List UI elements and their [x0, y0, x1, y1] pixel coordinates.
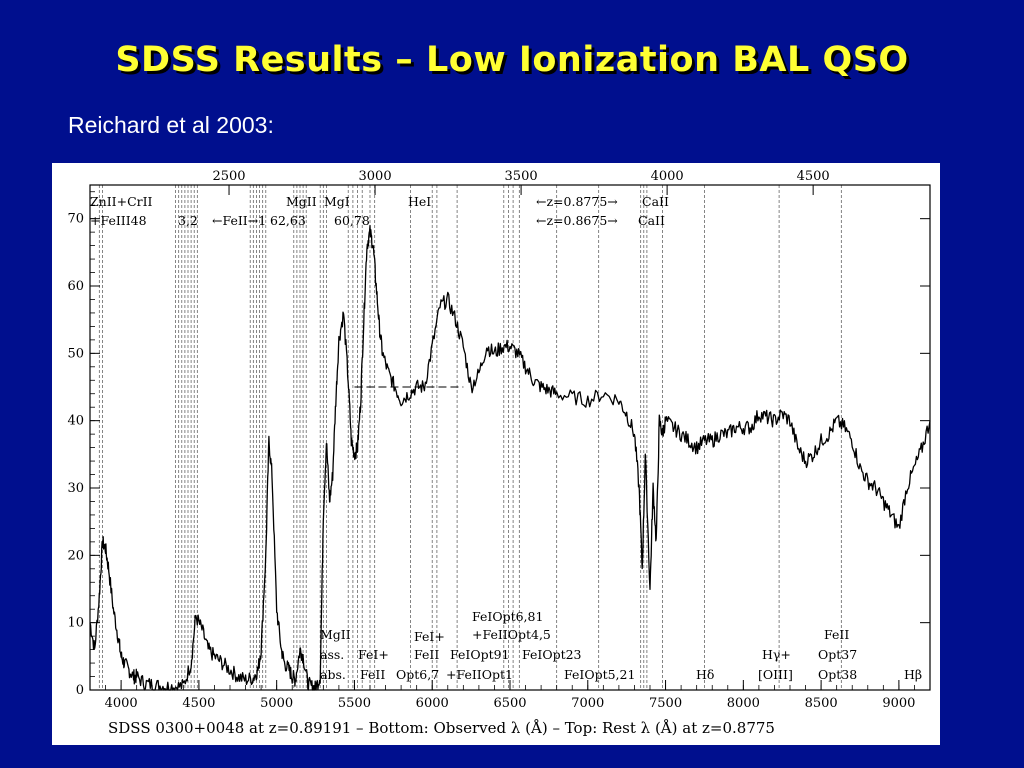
x-bottom-tick-label: 5000	[260, 696, 293, 711]
y-tick-label: 0	[76, 683, 84, 698]
annotation-label: FeIOpt6,81	[472, 609, 543, 624]
annotation-label: 60,78	[334, 213, 370, 228]
y-tick-label: 60	[67, 279, 84, 294]
spectrum-figure: 4000 4500 5000 5500 6000 6500 7000 7500 8000 8500…	[52, 163, 940, 745]
annotation-label: MgII	[320, 627, 351, 642]
annotation-label: [OIII]	[758, 667, 793, 682]
annotation-label: +FeIIOpt1	[446, 667, 513, 682]
x-bottom-tick-label: 8500	[805, 696, 838, 711]
annotation-label: MgII	[286, 194, 317, 209]
x-top-tick-label: 4500	[797, 169, 830, 184]
x-bottom-tick-label: 7500	[649, 696, 682, 711]
y-tick-label: 20	[67, 548, 84, 563]
annotation-label: +FeIII48	[90, 213, 147, 228]
spectrum-chart: 4000 4500 5000 5500 6000 6500 7000 7500 8000 8500…	[67, 169, 931, 737]
annotation-label: ZnII+CrII	[90, 194, 153, 209]
x-bottom-tick-label: 9000	[882, 696, 915, 711]
spectrum-line	[89, 224, 931, 691]
x-bottom-tick-label: 6500	[493, 696, 526, 711]
annotation-label: CaII	[638, 213, 665, 228]
annotation-label: FeIOpt5,21	[564, 667, 635, 682]
annotation-label: Opt6,7	[396, 667, 439, 682]
annotation-label: Hδ	[696, 667, 714, 682]
y-tick-label: 10	[67, 616, 84, 631]
annotation-label: ass.	[320, 647, 344, 662]
annotation-label: MgI	[324, 194, 350, 209]
spectrum-series	[89, 224, 931, 691]
x-bottom-tick-label: 8000	[727, 696, 760, 711]
x-bottom-tick-label: 4500	[182, 696, 215, 711]
y-tick-label: 70	[67, 212, 84, 227]
annotation-label: HeI	[408, 194, 431, 209]
annotation-label: 62,63	[270, 213, 306, 228]
annotation-label: ←FeII→1	[212, 213, 266, 228]
x-top-tick-label: 3000	[359, 169, 392, 184]
x-top-tick-label: 2500	[212, 169, 245, 184]
annotation-label: abs.	[320, 667, 346, 682]
x-bottom-tick-label: 6000	[416, 696, 449, 711]
chart-caption: SDSS 0300+0048 at z=0.89191 – Bottom: Ob…	[108, 719, 775, 737]
annotation-label: FeI+	[414, 629, 445, 644]
y-tick-label: 40	[67, 414, 84, 429]
annotation-label: FeIOpt23	[522, 647, 582, 662]
annotation-label: FeI+	[358, 647, 389, 662]
annotation-label: CaII	[642, 194, 669, 209]
y-tick-label: 50	[67, 346, 84, 361]
annotation-label: +FeIIOpt4,5	[472, 627, 551, 642]
x-top-tick-label: 3500	[505, 169, 538, 184]
annotation-label: FeII	[360, 667, 385, 682]
annotation-label: FeII	[414, 647, 439, 662]
y-tick-label: 30	[67, 481, 84, 496]
annotation-label: Opt38	[818, 667, 857, 682]
slide-subtitle: Reichard et al 2003:	[68, 112, 274, 138]
slide-title: SDSS Results – Low Ionization BAL QSO	[115, 40, 909, 80]
annotation-label: ←z=0.8775→	[536, 194, 618, 209]
annotation-label: FeII	[824, 627, 849, 642]
annotation-label: Hγ+	[762, 647, 791, 662]
x-top-tick-label: 4000	[651, 169, 684, 184]
x-bottom-tick-label: 4000	[105, 696, 138, 711]
annotation-label: 3,2	[178, 213, 198, 228]
annotation-label: Opt37	[818, 647, 857, 662]
annotation-label: Hβ	[904, 667, 922, 682]
ticks: 4000 4500 5000 5500 6000 6500 7000 7500 8000 8500…	[67, 169, 931, 711]
annotation-label: FeIOpt91	[450, 647, 510, 662]
marker-lines	[98, 185, 842, 690]
x-bottom-tick-label: 7000	[571, 696, 604, 711]
x-bottom-tick-label: 5500	[338, 696, 371, 711]
annotation-label: ←z=0.8675→	[536, 213, 618, 228]
annotation-labels: ZnII+CrII +FeIII48 3,2 ←FeII→1 MgII 62,6…	[90, 194, 922, 682]
